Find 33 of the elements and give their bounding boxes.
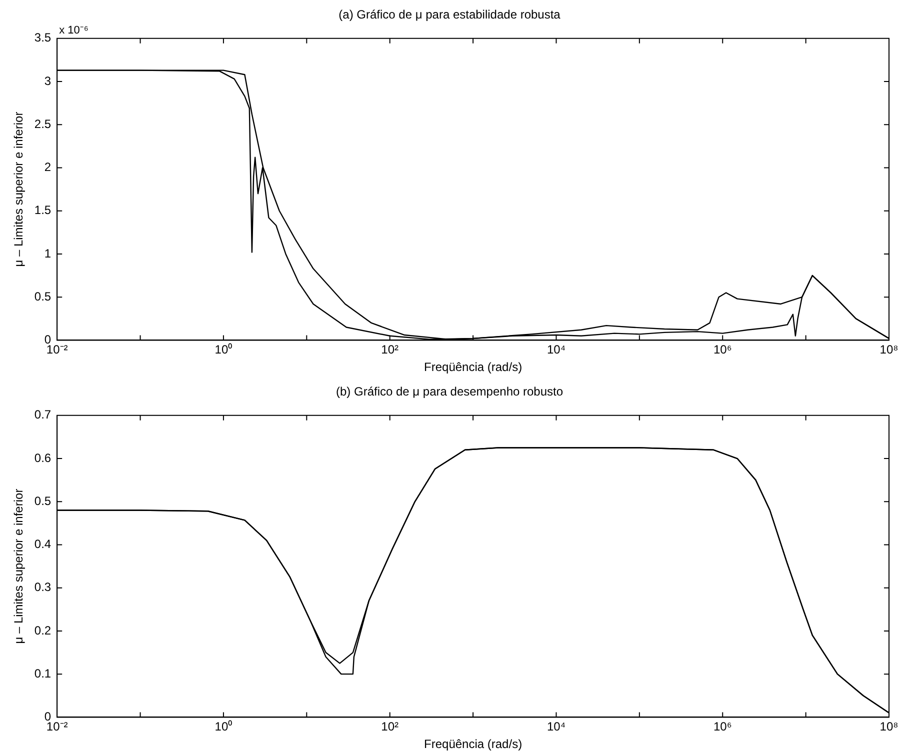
y-tick-label: 3: [44, 74, 52, 88]
y-tick-label: 0.4: [34, 537, 52, 552]
y-axis-title: μ – Limites superior e inferior: [12, 488, 26, 644]
x-tick-label: 10⁶: [713, 342, 732, 357]
x-tick-label: 10⁰: [214, 342, 232, 357]
y-tick-label: 0.7: [34, 408, 52, 422]
x-tick-label: 10⁻²: [46, 342, 68, 357]
chart-title: (b) Gráfico de μ para desempenho robusto: [336, 384, 564, 399]
x-axis-title: Freqüência (rad/s): [424, 360, 522, 374]
x-tick-label: 10⁴: [546, 720, 566, 734]
y-tick-label: 0.5: [34, 289, 52, 304]
y-tick-label: 0.5: [34, 494, 52, 508]
y-tick-label: 0.3: [34, 580, 52, 594]
y-tick-label: 3.5: [34, 30, 52, 45]
chart-title: (a) Gráfico de μ para estabilidade robusta: [338, 8, 561, 22]
y-tick-label: 1: [44, 246, 52, 260]
x-tick-label: 10⁻²: [46, 720, 68, 734]
x-tick-label: 10²: [381, 342, 399, 357]
y-tick-label: 0.6: [34, 450, 52, 465]
y-tick-label: 2.5: [34, 116, 52, 131]
y-tick-label: 1.5: [34, 203, 52, 218]
y-axis-title: μ – Limites superior e inferior: [12, 112, 26, 267]
x-tick-label: 10⁰: [214, 720, 232, 734]
x-tick-label: 10⁸: [880, 342, 898, 357]
text: x 10⁻⁶: [59, 24, 88, 36]
y-tick-label: 2: [44, 160, 52, 174]
x-tick-label: 10⁶: [713, 720, 732, 734]
x-tick-label: 10⁴: [546, 342, 566, 357]
y-tick-label: 0.1: [34, 666, 52, 680]
x-tick-label: 10²: [381, 720, 399, 734]
x-axis-title: Freqüência (rad/s): [424, 737, 522, 752]
y-tick-label: 0.2: [34, 623, 52, 638]
x-tick-label: 10⁸: [880, 720, 898, 734]
